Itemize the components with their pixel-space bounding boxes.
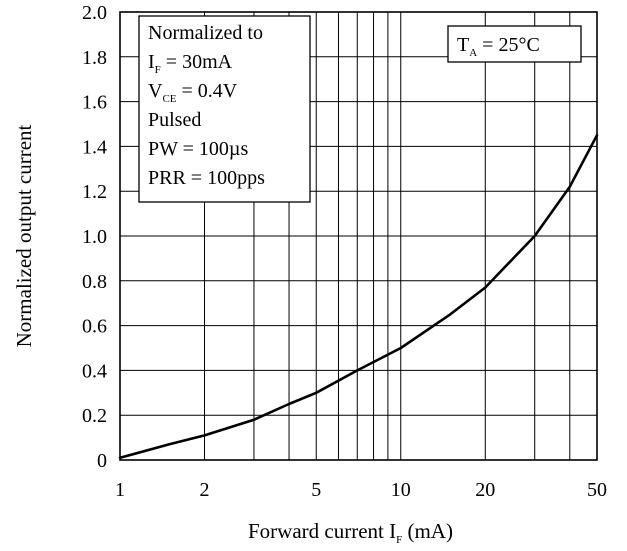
conditions-box: Normalized to IF = 30mA VCE = 0.4V Pulse… <box>138 15 311 203</box>
condition-line-4: Pulsed <box>148 109 201 131</box>
y-tick-label: 1.2 <box>82 181 107 203</box>
series-line <box>118 133 599 460</box>
y-tick-label: 1.8 <box>82 47 107 69</box>
y-axis-label: Normalized output current <box>12 124 36 347</box>
temperature-box-frame <box>447 25 582 63</box>
condition-line-1: Normalized to <box>148 22 263 44</box>
x-tick-label: 20 <box>475 479 495 501</box>
temperature-box: TA = 25°C <box>447 25 582 63</box>
x-tick-labels: 1 2 5 10 20 50 <box>115 479 607 501</box>
y-tick-label: 0.8 <box>82 271 107 293</box>
y-tick-label: 0.4 <box>82 360 107 382</box>
y-tick-label: 0.2 <box>82 405 107 427</box>
x-tick-label: 50 <box>587 479 607 501</box>
temperature-label: TA = 25°C <box>457 34 540 59</box>
condition-line-5: PW = 100µs <box>148 138 248 160</box>
y-tick-label: 2.0 <box>82 2 107 24</box>
condition-line-2: IF = 30mA <box>148 51 233 76</box>
plot-frame <box>119 11 598 461</box>
y-tick-label: 1.6 <box>82 92 107 114</box>
y-tick-labels: 0 0.2 0.4 0.6 0.8 1.0 1.2 1.4 1.6 1.8 2.0 <box>82 2 107 472</box>
y-tick-label: 1.0 <box>82 226 107 248</box>
x-tick-label: 1 <box>115 479 125 501</box>
y-tick-label: 0.6 <box>82 316 107 338</box>
y-tick-label: 1.4 <box>82 136 107 158</box>
x-axis-label: Forward current IF (mA) <box>248 519 453 546</box>
condition-line-3: VCE = 0.4V <box>148 80 238 105</box>
x-tick-label: 10 <box>391 479 411 501</box>
y-tick-label: 0 <box>97 450 107 472</box>
x-tick-label: 2 <box>200 479 210 501</box>
conditions-box-frame <box>138 15 311 203</box>
x-tick-label: 5 <box>311 479 321 501</box>
condition-line-6: PRR = 100pps <box>148 167 265 189</box>
